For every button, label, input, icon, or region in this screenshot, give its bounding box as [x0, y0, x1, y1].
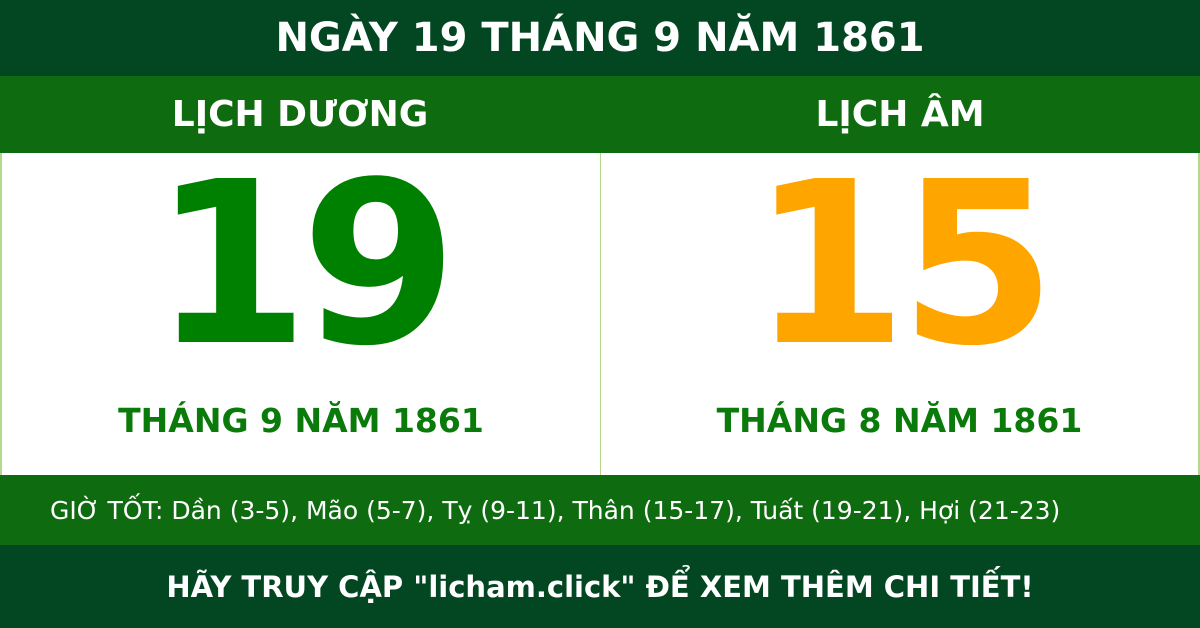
calendar-body: 19 THÁNG 9 NĂM 1861 15 THÁNG 8 NĂM 1861: [0, 153, 1200, 475]
footer-cta: HÃY TRUY CẬP "licham.click" ĐỂ XEM THÊM …: [0, 545, 1200, 628]
lunar-month-year: THÁNG 8 NĂM 1861: [716, 401, 1083, 440]
lunar-column: 15 THÁNG 8 NĂM 1861: [600, 153, 1198, 475]
solar-day: 19: [152, 134, 457, 396]
lunar-day: 15: [750, 134, 1056, 396]
page-title: NGÀY 19 THÁNG 9 NĂM 1861: [0, 0, 1200, 76]
good-hours: GIỜ TỐT: Dần (3-5), Mão (5-7), Tỵ (9-11)…: [0, 475, 1200, 545]
column-headers: LỊCH DƯƠNG LỊCH ÂM: [0, 76, 1200, 153]
solar-label: LỊCH DƯƠNG: [171, 94, 429, 135]
lunar-label: LỊCH ÂM: [815, 94, 985, 135]
solar-month-year: THÁNG 9 NĂM 1861: [118, 401, 484, 440]
solar-column: 19 THÁNG 9 NĂM 1861: [2, 153, 600, 475]
